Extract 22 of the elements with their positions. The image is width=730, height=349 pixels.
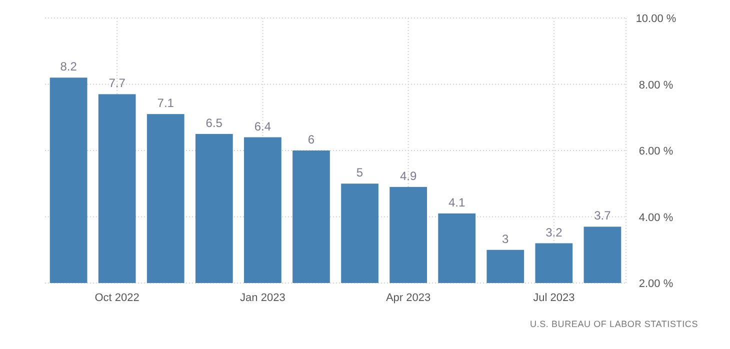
x-tick-label: Oct 2022 — [94, 292, 140, 304]
data-label: 3 — [502, 232, 510, 246]
data-label: 7.1 — [157, 96, 174, 110]
data-label: 5 — [356, 166, 364, 180]
data-label: 4.1 — [448, 195, 466, 210]
data-label: 4.9 — [400, 168, 417, 183]
data-label: 6.4 — [254, 119, 272, 134]
y-tick-label: 8.00 % — [638, 79, 674, 92]
data-label: 6 — [308, 132, 315, 146]
text: U.S. BUREAU OF LABOR STATISTICS — [530, 319, 698, 329]
x-tick-label: Jul 2023 — [533, 292, 575, 304]
data-label: 7.7 — [108, 76, 126, 90]
data-label: 8.2 — [60, 60, 78, 74]
data-label: 3.2 — [546, 225, 563, 240]
x-tick-label: Apr 2023 — [386, 292, 431, 304]
y-tick-label: 2.00 % — [638, 278, 674, 290]
y-tick-label: 10.00 % — [636, 13, 676, 25]
data-label: 6.5 — [206, 116, 223, 130]
data-label: 3.7 — [594, 208, 612, 223]
y-tick-label: 4.00 % — [638, 212, 674, 224]
y-tick-label: 6.00 % — [638, 146, 674, 158]
x-tick-label: Jan 2023 — [240, 292, 286, 304]
